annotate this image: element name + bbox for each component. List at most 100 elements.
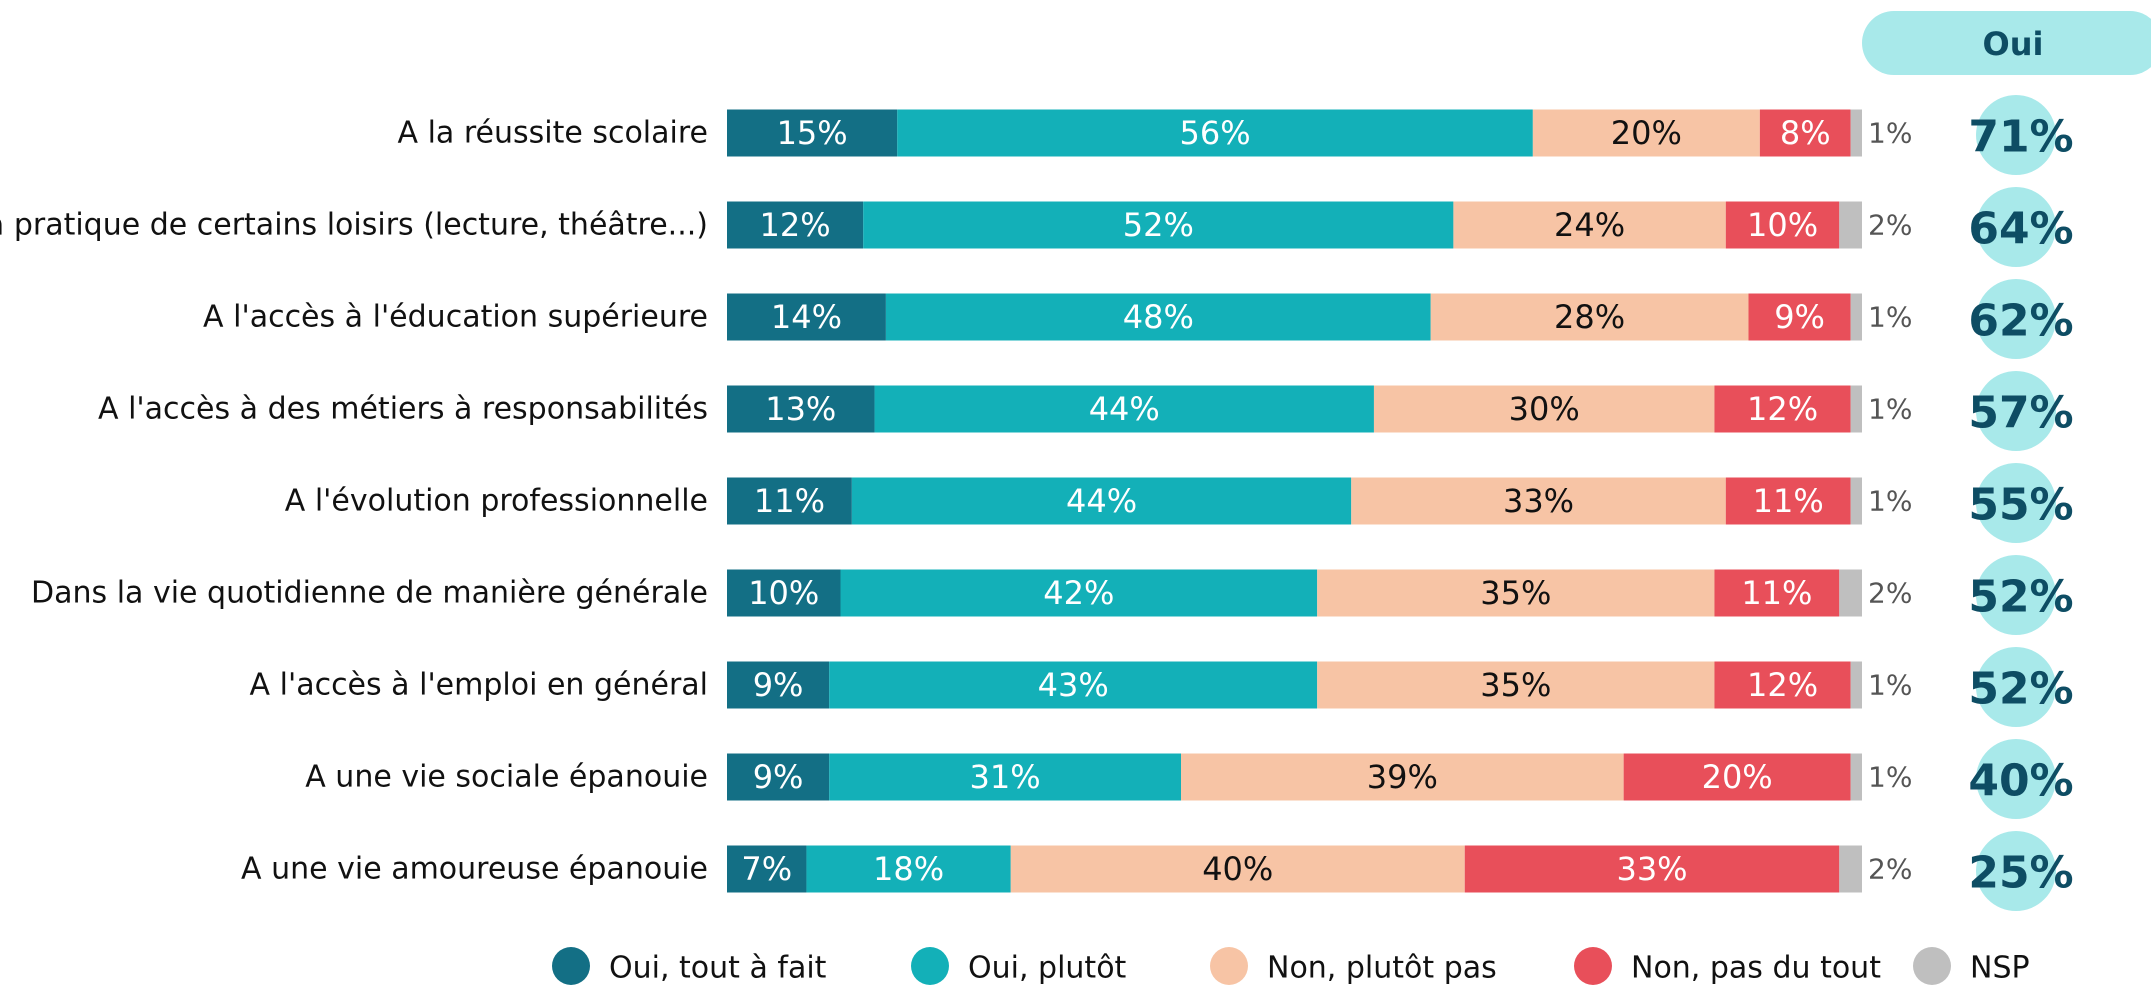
bar-segment [885, 293, 1431, 341]
bar-segment [829, 661, 1318, 709]
bar-segment [1623, 753, 1851, 801]
category-label: A l'évolution professionnelle [285, 484, 708, 519]
bar-segment [1317, 661, 1715, 709]
bar-segment [727, 385, 875, 433]
bar-segment [1748, 293, 1851, 341]
value-label: 10% [748, 574, 819, 612]
legend-label: Non, plutôt pas [1267, 951, 1497, 985]
bar-segment [727, 845, 807, 893]
total-badge [1976, 739, 2056, 819]
total-header-pill [1862, 11, 2151, 75]
value-label: 56% [1179, 114, 1250, 152]
bar-segment [1373, 385, 1715, 433]
bar-segment [1850, 293, 1862, 341]
bar-segment [1714, 385, 1851, 433]
legend-swatch [1210, 947, 1248, 985]
bar-segment [727, 293, 886, 341]
bar-segment [1532, 109, 1760, 157]
total-header: Oui [1983, 25, 2044, 63]
bar-segment [874, 385, 1374, 433]
category-label: A l'accès à des métiers à responsabilité… [98, 392, 708, 427]
value-label: 44% [1066, 482, 1137, 520]
value-label: 11% [754, 482, 825, 520]
value-label: 9% [753, 758, 804, 796]
category-label: A la réussite scolaire [398, 116, 708, 151]
total-badge [1976, 371, 2056, 451]
value-label: 40% [1202, 850, 1273, 888]
bar-segment [727, 477, 852, 525]
legend-label: Non, pas du tout [1631, 951, 1881, 985]
bar-segment [727, 753, 830, 801]
value-label: 9% [753, 666, 804, 704]
bar-segment [727, 569, 841, 617]
total-label: 55% [1968, 480, 2073, 531]
value-label: 1% [1868, 485, 1912, 518]
bar-segment [727, 661, 830, 709]
value-label: 39% [1367, 758, 1438, 796]
value-label: 11% [1741, 574, 1812, 612]
value-label: 44% [1089, 390, 1160, 428]
bar-segment [1850, 661, 1862, 709]
bar-segment [1181, 753, 1624, 801]
value-label: 2% [1868, 209, 1912, 242]
value-label: 1% [1868, 117, 1912, 150]
legend-swatch [911, 947, 949, 985]
value-label: 31% [970, 758, 1041, 796]
total-label: 52% [1968, 572, 2073, 623]
bar-segment [897, 109, 1533, 157]
category-label: Dans la vie quotidienne de manière génér… [31, 576, 708, 611]
value-label: 52% [1123, 206, 1194, 244]
legend-label: NSP [1970, 951, 2030, 985]
value-label: 35% [1480, 574, 1551, 612]
total-badge [1976, 279, 2056, 359]
bar-segment [1351, 477, 1726, 525]
total-label: 52% [1968, 664, 2073, 715]
value-label: 12% [760, 206, 831, 244]
bar-segment [1453, 201, 1726, 249]
bar-segment [727, 201, 864, 249]
value-label: 35% [1480, 666, 1551, 704]
legend-swatch [552, 947, 590, 985]
category-label: A l'accès à l'emploi en général [250, 668, 708, 703]
bar-segment [1464, 845, 1840, 893]
category-label: A l'accès à l'éducation supérieure [203, 300, 708, 335]
value-label: 8% [1780, 114, 1831, 152]
bar-segment [1430, 293, 1749, 341]
bar-segment [1317, 569, 1715, 617]
value-label: 2% [1868, 853, 1912, 886]
bar-segment [840, 569, 1318, 617]
total-badge [1976, 463, 2056, 543]
total-label: 25% [1968, 848, 2073, 899]
value-label: 28% [1554, 298, 1625, 336]
total-label: 64% [1968, 204, 2073, 255]
bar-segment [1850, 753, 1862, 801]
value-label: 20% [1702, 758, 1773, 796]
total-badge [1976, 187, 2056, 267]
bar-segment [1010, 845, 1465, 893]
bar-segment [806, 845, 1011, 893]
value-label: 2% [1868, 577, 1912, 610]
value-label: 11% [1753, 482, 1824, 520]
value-label: 1% [1868, 393, 1912, 426]
value-label: 7% [741, 850, 792, 888]
value-label: 15% [777, 114, 848, 152]
bar-segment [829, 753, 1181, 801]
bar-segment [1759, 109, 1851, 157]
bar-segment [863, 201, 1454, 249]
bar-segment [1839, 569, 1862, 617]
total-badge [1976, 555, 2056, 635]
value-label: 18% [873, 850, 944, 888]
category-label: A une vie sociale épanouie [305, 760, 708, 795]
bar-segment [1714, 661, 1851, 709]
bar-segment [1850, 477, 1862, 525]
category-label: A une vie amoureuse épanouie [241, 852, 708, 887]
value-label: 10% [1747, 206, 1818, 244]
bar-segment [851, 477, 1352, 525]
value-label: 20% [1611, 114, 1682, 152]
legend-swatch [1574, 947, 1612, 985]
value-label: 24% [1554, 206, 1625, 244]
total-label: 71% [1968, 112, 2073, 163]
total-badge [1976, 831, 2056, 911]
value-label: 1% [1868, 301, 1912, 334]
